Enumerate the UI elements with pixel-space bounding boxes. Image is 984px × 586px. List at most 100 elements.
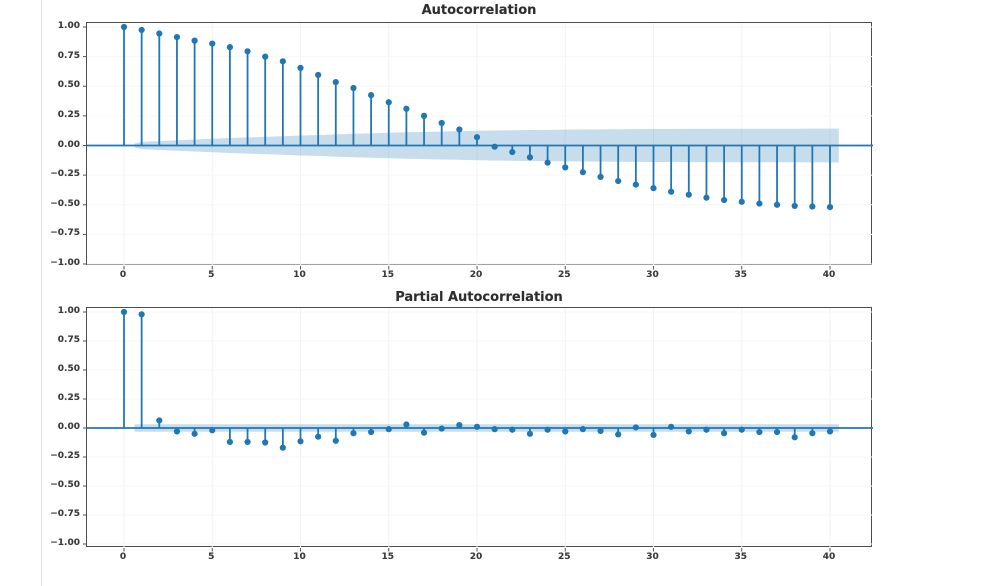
stem-marker	[156, 417, 163, 424]
pacf-y-tick-label: −0.25	[50, 451, 80, 461]
pacf-x-tick-label: 35	[734, 552, 748, 562]
stem-marker	[262, 53, 269, 60]
stem-marker	[809, 430, 816, 437]
stem-marker	[438, 425, 445, 432]
pacf-y-tick-label: 1.00	[57, 306, 80, 316]
stem-marker	[738, 198, 745, 205]
stem-marker	[279, 58, 286, 65]
stem-marker	[526, 430, 534, 437]
stem-marker	[615, 431, 622, 438]
acf-y-tick-label: −0.25	[50, 169, 80, 180]
pacf-y-tick-label: 0.25	[57, 393, 80, 403]
acf-x-tick-label: 20	[469, 270, 483, 280]
acf-x-tick-label: 30	[646, 270, 659, 280]
page-edge-divider	[41, 0, 42, 586]
stem-marker	[526, 154, 534, 161]
stem-marker	[544, 159, 551, 166]
pacf-x-tick-label: 5	[208, 552, 215, 562]
stem-marker	[703, 426, 710, 433]
stem-marker	[350, 84, 357, 92]
stem-marker	[615, 177, 622, 185]
stem-marker	[420, 112, 428, 119]
pacf-x-tick-label: 25	[557, 552, 571, 562]
stem-marker	[226, 438, 233, 446]
acf-x-tick-label: 0	[119, 270, 127, 280]
acf-plot-title: Autocorrelation	[421, 3, 537, 18]
stem-marker	[297, 438, 304, 445]
stem-marker	[791, 434, 798, 441]
stem-marker	[385, 99, 392, 106]
stem-marker	[509, 148, 516, 156]
pacf-y-tick-label: 0.50	[57, 364, 80, 374]
acf-y-tick-label: 0.00	[57, 139, 80, 150]
stem-marker	[456, 422, 463, 429]
acf-plot-area	[83, 22, 873, 270]
pacf-stems	[120, 308, 834, 451]
stem-marker	[579, 169, 586, 176]
pacf-plot-title: Partial Autocorrelation	[395, 290, 563, 305]
stem-marker	[315, 433, 322, 440]
stem-marker	[491, 426, 498, 433]
stem-marker	[668, 423, 675, 430]
stem-marker	[244, 48, 251, 55]
pacf-x-tick-label: 0	[119, 552, 127, 562]
acf-y-tick-label: −0.75	[50, 228, 80, 239]
acf-y-tick-label: 0.75	[57, 50, 80, 61]
stem-marker	[509, 426, 516, 433]
stem-marker	[721, 430, 728, 437]
stem-marker	[156, 30, 163, 37]
stem-marker	[579, 426, 586, 433]
stem-marker	[562, 164, 569, 171]
stem-marker	[209, 40, 216, 47]
acf-y-tick-label: 0.50	[57, 80, 80, 91]
stem-marker	[756, 428, 763, 436]
pacf-x-tick-label: 30	[646, 552, 659, 562]
stem-marker	[668, 188, 675, 195]
stem-marker	[721, 196, 728, 204]
stem-marker	[350, 430, 357, 437]
stem-marker	[597, 427, 604, 434]
acf-x-tick-label: 40	[822, 270, 836, 280]
stem-marker	[791, 202, 798, 210]
stem-marker	[226, 44, 233, 51]
acf-x-tick-label: 15	[381, 270, 395, 280]
stem-marker	[332, 79, 339, 86]
pacf-y-tick-label: 0.75	[57, 335, 80, 345]
stem-marker	[473, 134, 481, 141]
stem-marker	[491, 143, 498, 150]
acf-x-tick-label: 10	[293, 270, 306, 280]
stem-marker	[756, 200, 763, 207]
pacf-canvas	[83, 308, 873, 552]
stem-marker	[703, 194, 710, 201]
stem-marker	[244, 438, 251, 446]
stem-marker	[632, 181, 639, 188]
stem-marker	[773, 428, 781, 436]
acf-x-tick-label: 25	[557, 270, 571, 280]
pacf-y-tick-label: 0.00	[57, 422, 80, 432]
stem-marker	[650, 431, 657, 439]
stem-marker	[191, 430, 198, 437]
acf-canvas	[83, 23, 873, 270]
pacf-x-tick-label: 20	[469, 552, 483, 562]
stem-marker	[809, 203, 816, 210]
pacf-y-tick-label: −0.50	[50, 480, 80, 490]
acf-y-tick-label: 1.00	[57, 21, 80, 31]
stem-marker	[420, 429, 428, 436]
stem-marker	[685, 191, 692, 198]
pacf-plot-area	[83, 307, 873, 552]
stem-marker	[297, 64, 304, 71]
stem-marker	[279, 444, 286, 451]
acf-stems	[120, 23, 834, 211]
stem-marker	[138, 311, 145, 318]
stem-marker	[368, 92, 375, 99]
stem-marker	[562, 428, 569, 435]
acf-y-tick-label: −1.00	[50, 258, 80, 268]
stem-marker	[403, 421, 410, 428]
stem-marker	[738, 426, 745, 433]
stem-marker	[544, 426, 551, 433]
stem-marker	[209, 427, 216, 434]
stem-marker	[826, 428, 834, 435]
acf-x-tick-label: 5	[208, 270, 215, 280]
stem-marker	[826, 204, 834, 211]
